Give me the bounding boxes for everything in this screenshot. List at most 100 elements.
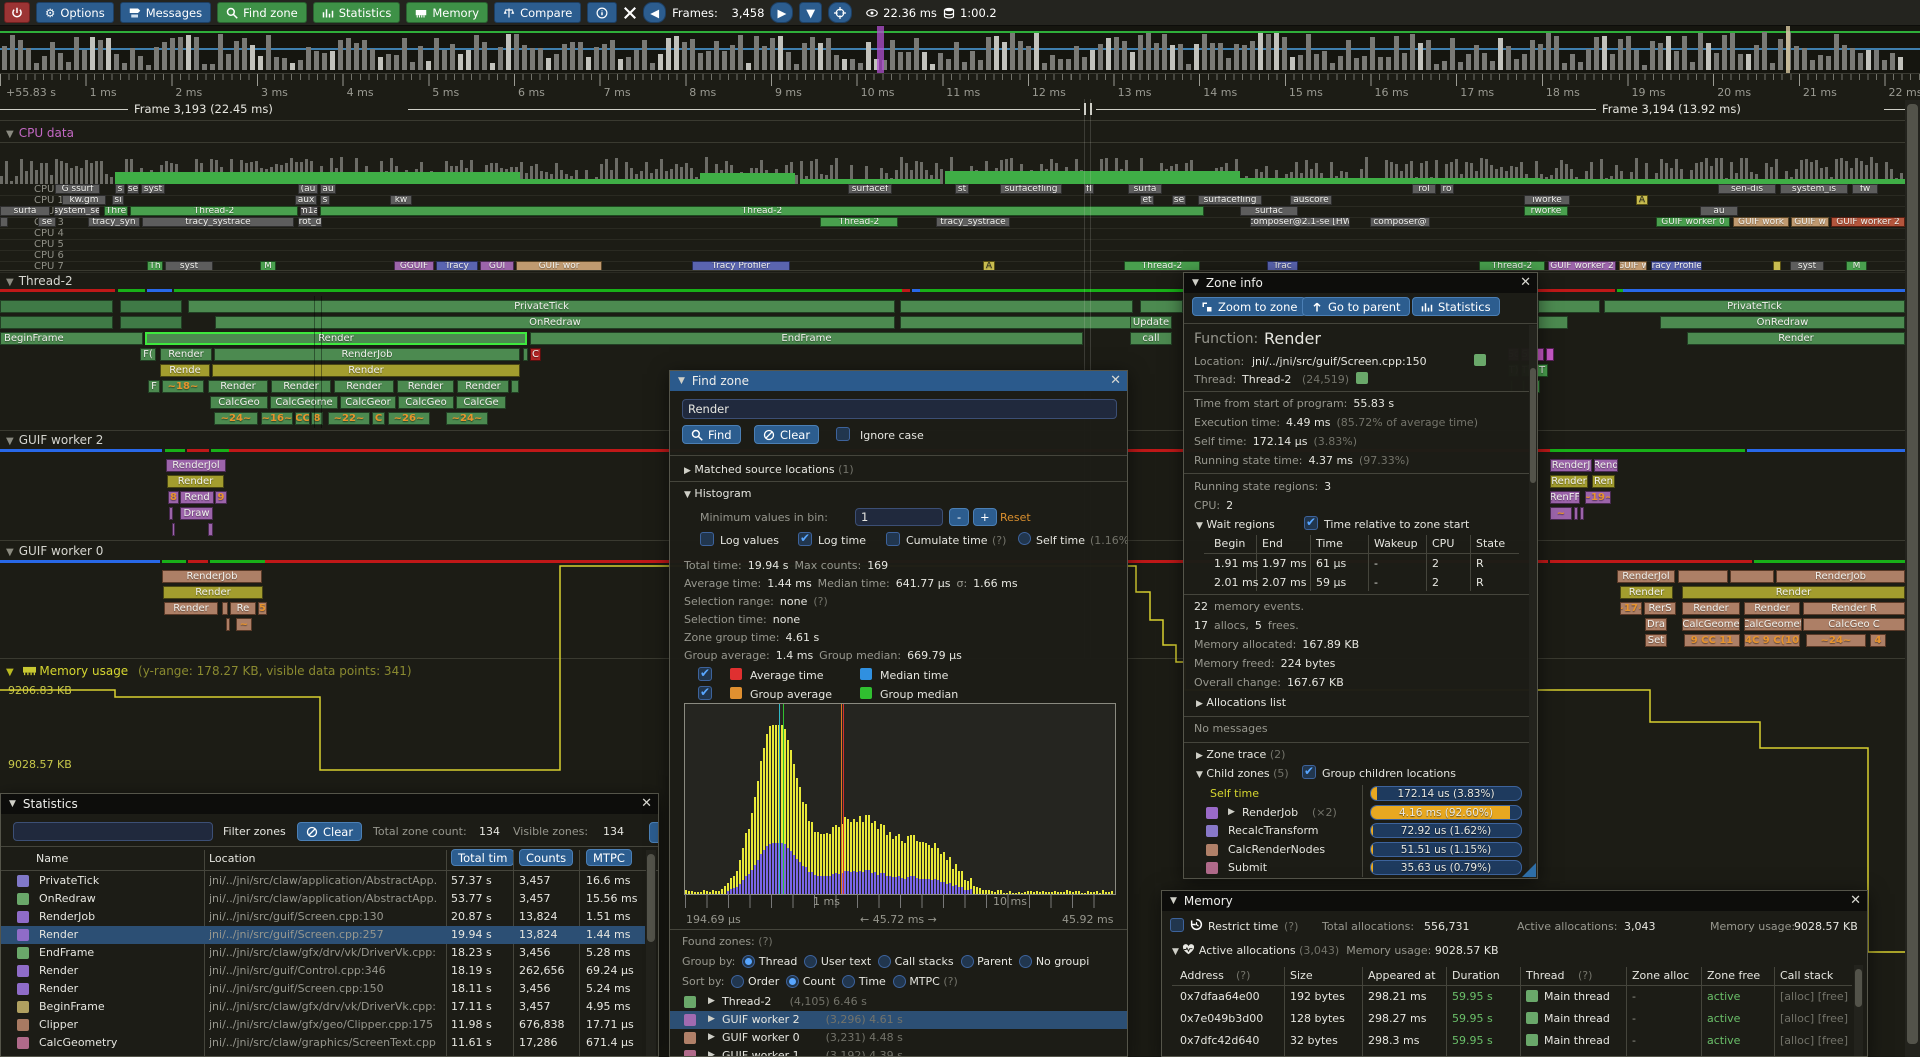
log-values-checkbox[interactable] (700, 532, 714, 546)
cutoff-button[interactable] (649, 822, 658, 843)
zone[interactable]: 4C 9 C(10 (1744, 634, 1800, 647)
child-zone-row[interactable]: CalcRenderNodes 51.51 us (1.15%) (1184, 841, 1529, 859)
zone[interactable]: PrivateTick (1604, 300, 1905, 313)
zone[interactable]: CalcGeo (398, 396, 454, 409)
zone[interactable]: F( (140, 348, 156, 361)
zone-info-scrollbar[interactable] (1530, 368, 1536, 483)
table-row[interactable]: RenderJob jni/../jni/src/guif/Screen.cpp:… (1, 908, 645, 926)
resize-grip[interactable] (1522, 863, 1536, 877)
zone[interactable]: Render R (1803, 602, 1905, 615)
wait-regions-toggle[interactable]: ▼ Wait regions (1196, 518, 1275, 531)
zone[interactable]: RenderJol (1617, 570, 1675, 583)
thread-value[interactable]: Thread-2 (1242, 373, 1292, 386)
zone[interactable]: RenderJob (1776, 570, 1905, 583)
zone[interactable] (120, 316, 182, 329)
close-icon[interactable]: ✕ (1520, 275, 1531, 290)
histogram-toggle[interactable]: ▼ Histogram (684, 487, 752, 500)
zone[interactable]: kw (390, 195, 412, 205)
find-zone-query-input[interactable]: Render (682, 399, 1117, 419)
memory-scrollbar[interactable] (1855, 969, 1862, 1007)
zone[interactable] (511, 380, 519, 393)
min-bin-input[interactable]: 1 (855, 508, 943, 526)
zone[interactable]: Set (1645, 634, 1667, 647)
col-name[interactable]: Name (36, 852, 69, 865)
zone[interactable]: CalcGe (456, 396, 506, 409)
zone[interactable]: et (1140, 195, 1154, 205)
zone[interactable]: se (38, 217, 56, 227)
table-row[interactable]: Clipper jni/../jni/src/claw/gfx/geo/Clipp… (1, 1016, 645, 1034)
zone[interactable]: Render (212, 364, 520, 377)
zone[interactable]: Render (334, 380, 394, 393)
min-bin-decrease-button[interactable]: - (949, 508, 970, 526)
section-header-guif-worker-2[interactable]: ▼ GUIF worker 2 (6, 433, 104, 447)
main-scrollbar[interactable] (1907, 104, 1918, 1044)
zone[interactable]: fl (1084, 184, 1094, 194)
time-relative-checkbox[interactable] (1304, 515, 1318, 530)
zone[interactable]: 9 (215, 491, 227, 504)
find-zone-button[interactable]: Find zone (217, 2, 307, 23)
zone[interactable]: ~19~ (1585, 491, 1611, 504)
zone-group-row[interactable]: ▶ GUIF worker 1 (3,192) 4.39 s (670, 1047, 1127, 1056)
group-children-checkbox[interactable] (1302, 764, 1316, 779)
child-zone-row[interactable]: RecalcTransform 72.92 us (1.62%) (1184, 822, 1529, 840)
zone[interactable]: Re (230, 602, 256, 615)
zone[interactable] (900, 300, 1133, 313)
zone[interactable]: iworke (1524, 195, 1570, 205)
zone[interactable]: C (530, 348, 541, 361)
col-total-time[interactable]: Total tim (451, 849, 515, 866)
zone[interactable]: Render (271, 380, 331, 393)
zone[interactable] (172, 523, 175, 536)
zone[interactable]: rol (1412, 184, 1436, 194)
zone[interactable]: composer@2.1-se [HW (1250, 217, 1350, 227)
zone[interactable]: Update (1130, 316, 1172, 329)
zone[interactable]: GUIF w (1791, 217, 1829, 227)
zone[interactable]: s (320, 195, 330, 205)
zone[interactable] (222, 602, 228, 615)
zone[interactable]: RenderJol (166, 459, 226, 472)
zone[interactable] (1538, 300, 1600, 313)
radio-count[interactable] (786, 975, 800, 988)
zone[interactable] (900, 316, 1133, 329)
compare-button[interactable]: Compare (494, 2, 582, 23)
zone[interactable]: RerS (1644, 602, 1676, 615)
zone[interactable]: OnRedraw (215, 316, 895, 329)
zone[interactable]: si (112, 195, 124, 205)
radio-thread[interactable] (742, 955, 756, 968)
zone[interactable]: 4 (1870, 634, 1886, 647)
zone[interactable]: CalcGeo C (1803, 618, 1905, 631)
zone[interactable]: ~24~ (1806, 634, 1866, 647)
zone[interactable]: composer@ (1370, 217, 1430, 227)
radio-no-groupi[interactable] (1019, 955, 1033, 968)
zone[interactable]: Render (208, 380, 268, 393)
section-header-guif-worker-0[interactable]: ▼ GUIF worker 0 (6, 544, 104, 558)
zone[interactable] (523, 348, 528, 361)
zone[interactable]: Rend (1594, 459, 1618, 472)
zone[interactable]: GUIF worker 0 (1656, 217, 1730, 227)
zone[interactable]: ~16~ (261, 412, 293, 425)
zone[interactable]: Render (1682, 586, 1905, 599)
child-zone-row[interactable]: Self time 172.14 us (3.83%) (1184, 785, 1529, 803)
col-mtpc[interactable]: MTPC (586, 849, 632, 866)
child-zones-toggle[interactable]: ▼ Child zones (5) (1196, 767, 1289, 780)
zone[interactable]: Thre (104, 206, 128, 216)
zone[interactable]: GUIF worker 2 (1831, 217, 1905, 227)
statistics-titlebar[interactable]: ▼ Statistics (1, 794, 658, 814)
zone[interactable]: Rend (180, 491, 214, 504)
zone[interactable] (226, 618, 230, 631)
info-button[interactable] (587, 2, 618, 23)
zone[interactable]: rworke (1524, 206, 1568, 216)
zone[interactable]: CalcGeomet (1744, 618, 1802, 631)
zone-group-row[interactable]: ▶ GUIF worker 2 (3,296) 4.61 s (670, 1011, 1127, 1029)
zone[interactable]: s (115, 184, 125, 194)
zone[interactable]: Thread-2 (320, 206, 1204, 216)
legend-checkbox[interactable] (698, 666, 712, 681)
zone[interactable]: surfacefling (1198, 195, 1262, 205)
zone[interactable]: se (127, 184, 139, 194)
zone[interactable]: fw (1852, 184, 1878, 194)
allocations-list-toggle[interactable]: ▶ Allocations list (1196, 696, 1287, 709)
zone[interactable] (169, 507, 173, 520)
zone[interactable] (208, 523, 213, 536)
zone[interactable]: ro (1440, 184, 1454, 194)
zone[interactable] (1730, 570, 1774, 583)
radio-order[interactable] (731, 975, 745, 988)
